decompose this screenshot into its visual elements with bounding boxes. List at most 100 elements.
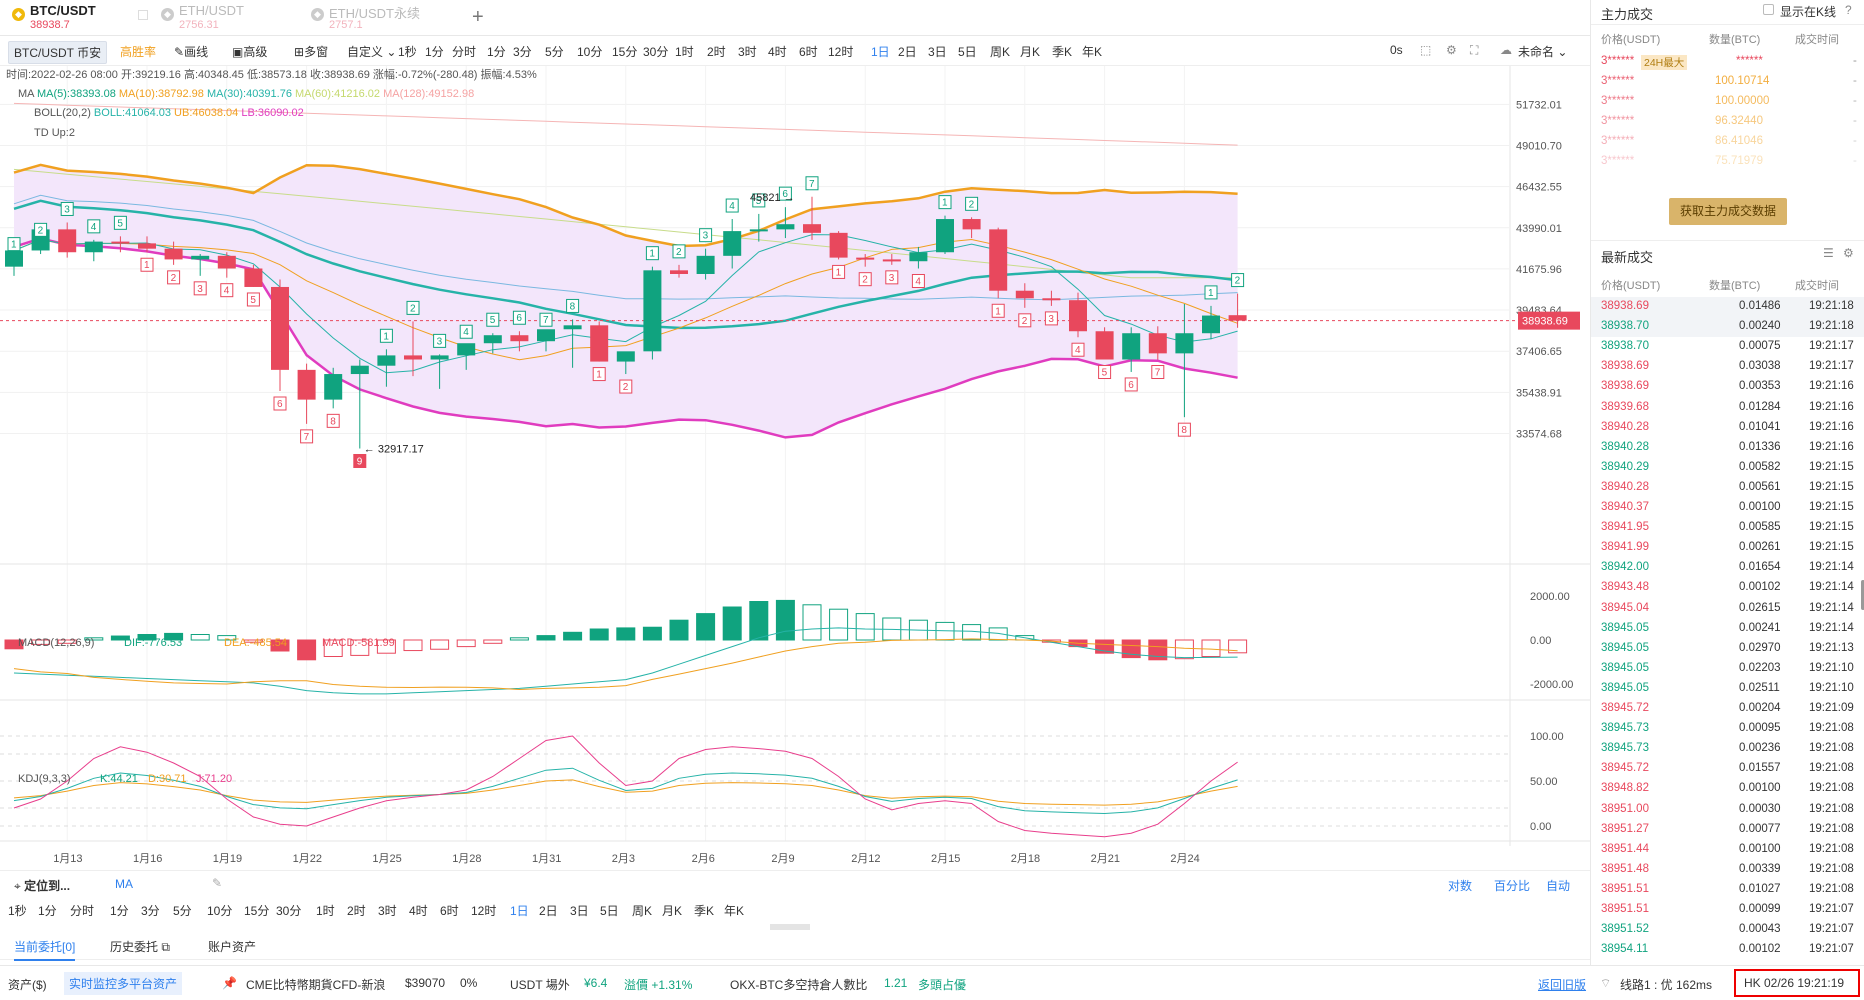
help-icon[interactable]: ?	[1845, 3, 1852, 17]
interval-bottom-11[interactable]: 3时	[378, 904, 397, 918]
interval-bottom-19[interactable]: 周K	[632, 904, 653, 918]
interval-bottom-0[interactable]: 1秒	[8, 904, 27, 918]
tab-current-orders[interactable]: 当前委托[0]	[14, 938, 76, 961]
scrollbar-thumb[interactable]	[1861, 580, 1864, 610]
interval-7[interactable]: 15分	[612, 45, 638, 59]
interval-bottom-6[interactable]: 10分	[207, 904, 233, 918]
cloud-icon[interactable]: ☁	[1500, 43, 1512, 57]
interval-0[interactable]: 1秒	[398, 45, 417, 59]
interval-bottom-15[interactable]: 1日	[510, 904, 529, 918]
gear-icon[interactable]: ⚙	[1843, 246, 1854, 260]
interval-bottom-2[interactable]: 分时	[70, 904, 95, 918]
interval-bottom-1[interactable]: 1分	[38, 904, 57, 918]
interval-17[interactable]: 3日	[928, 45, 947, 59]
interval-bottom-3[interactable]: 1分	[110, 904, 129, 918]
fullscreen-icon[interactable]: ⛶	[1470, 43, 1479, 57]
interval-bottom-9[interactable]: 1时	[316, 904, 335, 918]
interval-20[interactable]: 月K	[1020, 45, 1041, 59]
interval-bottom-22[interactable]: 年K	[724, 904, 745, 918]
interval-bottom-21[interactable]: 季K	[694, 904, 715, 918]
gear-icon[interactable]: ⚙	[1446, 43, 1457, 57]
zero-seconds-toggle[interactable]: 0s	[1390, 43, 1403, 57]
interval-9[interactable]: 1时	[675, 45, 694, 59]
interval-bottom-4[interactable]: 3分	[141, 904, 160, 918]
interval-bottom-12[interactable]: 4时	[409, 904, 428, 918]
interval-3[interactable]: 1分	[487, 45, 506, 59]
trade-price: 38945.05	[1601, 661, 1649, 674]
multi-window-button[interactable]: ⊞多窗	[294, 43, 328, 60]
advanced-button[interactable]: ▣高级	[232, 43, 267, 60]
interval-12[interactable]: 4时	[768, 45, 787, 59]
interval-2[interactable]: 分时	[452, 45, 477, 59]
interval-18[interactable]: 5日	[958, 45, 977, 59]
candle-body	[909, 252, 928, 262]
interval-8[interactable]: 30分	[643, 45, 669, 59]
col-qty: 数量(BTC)	[1709, 34, 1761, 46]
log-scale-button[interactable]: 对数	[1448, 879, 1473, 893]
external-link-icon: ⧉	[158, 940, 170, 954]
crop-icon[interactable]: ⬚	[1420, 43, 1432, 57]
interval-22[interactable]: 年K	[1082, 45, 1103, 59]
interval-bottom-17[interactable]: 3日	[570, 904, 589, 918]
interval-bottom-16[interactable]: 2日	[539, 904, 558, 918]
tab-btc-usdt[interactable]: ◆ BTC/USDT 38938.7	[8, 0, 128, 36]
candle-body	[271, 286, 289, 370]
back-old-version-link[interactable]: 返回旧版	[1538, 978, 1587, 992]
layout-name-dropdown[interactable]: 未命名 ⌄	[1518, 43, 1567, 60]
trade-price: 38945.73	[1601, 722, 1649, 735]
tab-eth-usdt[interactable]: ◆ ETH/USDT 2756.31	[157, 0, 297, 36]
candle-body	[537, 329, 555, 342]
fetch-main-trades-button[interactable]: 获取主力成交数据	[1669, 198, 1787, 225]
interval-bottom-7[interactable]: 15分	[244, 904, 270, 918]
tab-eth-usdt-perp[interactable]: ◆ ETH/USDT永续 2757.1	[307, 0, 457, 36]
interval-bottom-14[interactable]: 12时	[471, 904, 497, 918]
trade-row: 38945.72 0.01557 19:21:08	[1591, 759, 1864, 779]
interval-5[interactable]: 5分	[545, 45, 564, 59]
monitor-button[interactable]: 实时监控多平台资产	[64, 972, 183, 995]
interval-bottom-20[interactable]: 月K	[662, 904, 683, 918]
main-trade-time: -	[1853, 115, 1857, 127]
interval-bottom-10[interactable]: 2时	[347, 904, 366, 918]
resize-handle[interactable]	[770, 924, 810, 930]
interval-10[interactable]: 2时	[707, 45, 726, 59]
interval-13[interactable]: 6时	[799, 45, 818, 59]
interval-4[interactable]: 3分	[513, 45, 532, 59]
edit-icon[interactable]: ✎	[212, 876, 223, 890]
filter-icon[interactable]: ☰	[1823, 246, 1834, 260]
interval-16[interactable]: 2日	[898, 45, 917, 59]
interval-bottom-8[interactable]: 30分	[276, 904, 302, 918]
add-tab-icon[interactable]: +	[472, 6, 484, 28]
tab-history-orders[interactable]: 历史委托 ⧉	[110, 938, 170, 955]
interval-21[interactable]: 季K	[1052, 45, 1073, 59]
connection-line[interactable]: 线路1 : 优 162ms	[1620, 978, 1713, 992]
tab-account-assets[interactable]: 账户资产	[208, 940, 257, 954]
cme-label: CME比特幣期貨CFD-新浪	[246, 978, 386, 992]
auto-scale-button[interactable]: 自动	[1546, 879, 1571, 893]
ma10-line	[13, 238, 1238, 361]
tab-price: 2756.31	[179, 19, 219, 31]
interval-11[interactable]: 3时	[738, 45, 757, 59]
interval-bottom-13[interactable]: 6时	[440, 904, 459, 918]
interval-14[interactable]: 12时	[828, 45, 854, 59]
ma-toggle[interactable]: MA	[115, 877, 133, 891]
interval-19[interactable]: 周K	[990, 45, 1011, 59]
pin-icon[interactable]: 📌	[222, 976, 237, 990]
interval-1[interactable]: 1分	[425, 45, 444, 59]
win-rate-button[interactable]: 高胜率	[120, 45, 157, 59]
pair-selector[interactable]: BTC/USDT 币安	[8, 41, 108, 64]
date-tick: 2月21	[1091, 853, 1120, 865]
custom-dropdown[interactable]: 自定义 ⌄	[347, 43, 396, 60]
locate-button[interactable]: ⌖ 定位到...	[14, 877, 70, 894]
interval-bottom-18[interactable]: 5日	[600, 904, 619, 918]
td-up-count: 2	[1235, 276, 1241, 287]
percent-scale-button[interactable]: 百分比	[1494, 879, 1531, 893]
interval-6[interactable]: 10分	[577, 45, 603, 59]
interval-15[interactable]: 1日	[871, 45, 890, 59]
td-up-count: 5	[490, 315, 496, 326]
interval-bottom-5[interactable]: 5分	[173, 904, 192, 918]
draw-button[interactable]: ✎画线	[174, 43, 208, 60]
td-down-marker	[1044, 311, 1058, 326]
macd-bar	[243, 639, 263, 643]
show-on-kline-checkbox[interactable]	[1763, 4, 1774, 15]
